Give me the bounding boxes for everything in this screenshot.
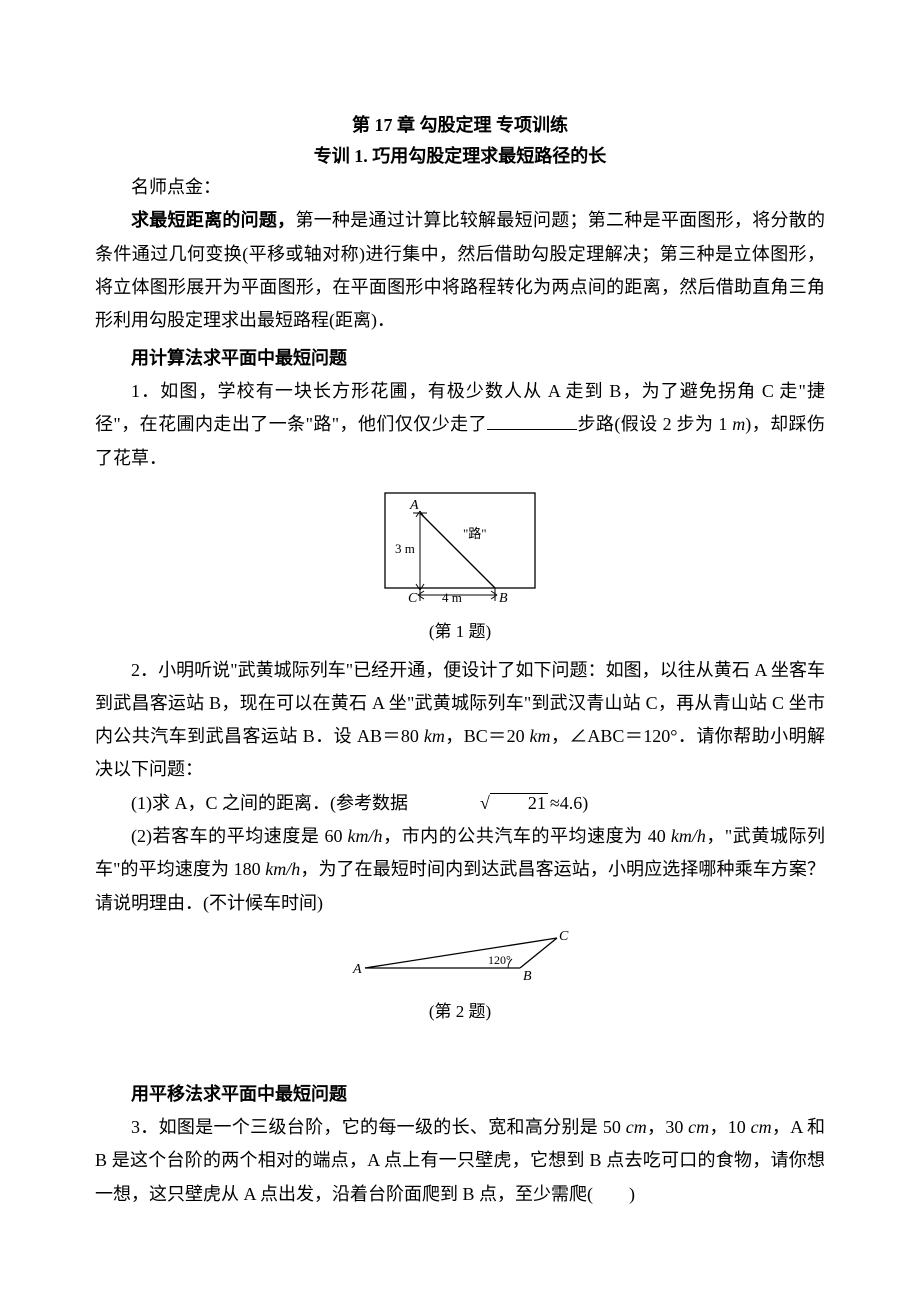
fig2-label-A: A xyxy=(352,962,362,977)
spacer xyxy=(95,1034,825,1074)
q2-2-a: (2)若客车的平均速度是 60 xyxy=(131,826,348,846)
method-heading-2: 用平移法求平面中最短问题 xyxy=(95,1078,825,1111)
q2-unit-kmh-1: km/h xyxy=(348,826,383,846)
q1-blank xyxy=(487,413,577,430)
q3-b: ，30 xyxy=(647,1117,688,1137)
hint-label: 名师点金： xyxy=(95,171,825,204)
figure-1-caption: (第 1 题) xyxy=(95,616,825,647)
fig1-label-A: A xyxy=(409,498,419,513)
fig1-label-B: B xyxy=(499,591,508,603)
question-2-part2: (2)若客车的平均速度是 60 km/h，市内的公共汽车的平均速度为 40 km… xyxy=(95,820,825,920)
q2-unit-kmh-3: km/h xyxy=(265,859,300,879)
q2-unit-km-1: km xyxy=(424,726,445,746)
fig1-label-C: C xyxy=(408,591,418,603)
chapter-title: 第 17 章 勾股定理 专项训练 xyxy=(95,110,825,141)
q2-1-a: (1)求 A，C 之间的距离．(参考数据 xyxy=(131,793,408,813)
sqrt-arg: 21 xyxy=(490,793,548,812)
question-3: 3．如图是一个三级台阶，它的每一级的长、宽和高分别是 50 cm，30 cm，1… xyxy=(95,1111,825,1211)
fig2-label-C: C xyxy=(559,929,569,944)
q2-2-b: ，市内的公共汽车的平均速度为 40 xyxy=(383,826,671,846)
section-title: 专训 1. 巧用勾股定理求最短路径的长 xyxy=(95,141,825,172)
q3-unit-cm-1: cm xyxy=(626,1117,647,1137)
intro-paragraph: 求最短距离的问题，第一种是通过计算比较解最短问题；第二种是平面图形，将分散的条件… xyxy=(95,204,825,337)
fig1-label-4m: 4 m xyxy=(442,590,462,603)
intro-bold: 求最短距离的问题， xyxy=(131,210,295,230)
question-2: 2．小明听说"武黄城际列车"已经开通，便设计了如下问题：如图，以往从黄石 A 坐… xyxy=(95,654,825,787)
figure-2: A B C 120° xyxy=(95,928,825,994)
figure-1: A 3 m "路" C 4 m B xyxy=(95,483,825,614)
figure-2-caption: (第 2 题) xyxy=(95,996,825,1027)
sqrt-expression: √21 xyxy=(408,787,548,820)
fig2-angle: 120° xyxy=(488,953,511,967)
q2-1-b: ≈4.6) xyxy=(550,793,588,813)
q3-c: ，10 xyxy=(709,1117,750,1137)
question-1: 1．如图，学校有一块长方形花圃，有极少数人从 A 走到 B，为了避免拐角 C 走… xyxy=(95,375,825,475)
question-2-part1: (1)求 A，C 之间的距离．(参考数据√21≈4.6) xyxy=(95,787,825,820)
fig1-label-path: "路" xyxy=(463,526,487,541)
q3-unit-cm-3: cm xyxy=(751,1117,772,1137)
q1-text-b: 步路(假设 2 步为 1 xyxy=(577,414,732,434)
q2-unit-kmh-2: km/h xyxy=(671,826,706,846)
method-heading-1: 用计算法求平面中最短问题 xyxy=(95,342,825,375)
q1-unit-m: m xyxy=(732,414,745,434)
q2-unit-km-2: km xyxy=(530,726,551,746)
fig2-label-B: B xyxy=(523,969,532,983)
q3-a: 3．如图是一个三级台阶，它的每一级的长、宽和高分别是 50 xyxy=(131,1117,626,1137)
fig1-label-3m: 3 m xyxy=(395,541,415,556)
q2-text-b: ，BC＝20 xyxy=(445,726,530,746)
q3-unit-cm-2: cm xyxy=(688,1117,709,1137)
